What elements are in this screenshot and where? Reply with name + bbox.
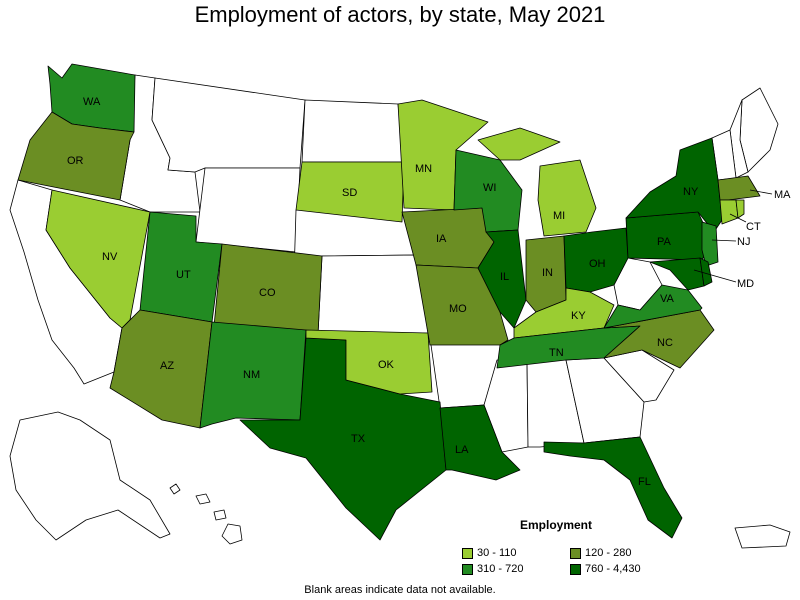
footnote: Blank areas indicate data not available. [304, 584, 496, 596]
legend-label-bin1: 30 - 110 [477, 547, 517, 559]
label-nj: NJ [737, 236, 750, 248]
state-ak[interactable] [9, 411, 171, 541]
state-de[interactable] [699, 257, 713, 287]
label-mo: MO [449, 303, 467, 315]
page-title: Employment of actors, by state, May 2021 [194, 2, 606, 27]
label-ct: CT [746, 221, 761, 233]
blank-states [9, 74, 791, 549]
state-nj[interactable] [701, 221, 719, 267]
legend-label-bin2: 120 - 280 [585, 547, 632, 559]
state-wy[interactable] [195, 167, 301, 253]
label-nm: NM [243, 369, 260, 381]
legend-swatch-bin2 [570, 547, 581, 559]
label-wa: WA [83, 96, 101, 108]
callout-ma [749, 189, 773, 195]
state-hi[interactable] [169, 483, 243, 545]
label-la: LA [455, 444, 469, 456]
label-md: MD [737, 278, 754, 290]
state-ia[interactable] [401, 207, 495, 269]
data-states [17, 63, 761, 541]
legend-item-bin4: 760 - 4,430 [570, 562, 670, 576]
label-pa: PA [657, 236, 672, 248]
state-il[interactable] [477, 229, 527, 329]
label-ny: NY [683, 186, 699, 198]
state-ok[interactable] [305, 329, 433, 395]
label-wi: WI [483, 182, 496, 194]
label-ok: OK [378, 359, 395, 371]
state-nd[interactable] [301, 99, 405, 163]
state-nc[interactable] [603, 309, 715, 369]
state-ny[interactable] [625, 137, 723, 233]
callout-nj [711, 239, 737, 242]
state-ct[interactable] [719, 199, 739, 225]
label-fl: FL [638, 476, 651, 488]
state-ks[interactable] [317, 254, 429, 335]
state-mt[interactable] [151, 77, 306, 173]
callout-lines [693, 189, 773, 283]
state-va[interactable] [603, 284, 703, 329]
label-nv: NV [102, 251, 118, 263]
state-nv[interactable] [45, 189, 151, 329]
label-ut: UT [176, 269, 191, 281]
legend-swatch-bin1 [462, 547, 473, 559]
label-oh: OH [589, 258, 606, 270]
legend: Employment 30 - 110 120 - 280 310 - 720 … [462, 518, 662, 576]
state-labels: WA OR NV UT CO AZ NM TX OK SD MN IA MO L… [67, 96, 791, 488]
legend-label-bin4: 760 - 4,430 [585, 563, 641, 575]
state-or[interactable] [17, 111, 135, 201]
legend-item-bin1: 30 - 110 [462, 546, 570, 560]
legend-item-bin3: 310 - 720 [462, 562, 570, 576]
legend-item-bin2: 120 - 280 [570, 546, 670, 560]
label-ky: KY [571, 310, 586, 322]
state-md[interactable] [649, 257, 705, 291]
callout-md [693, 269, 737, 283]
territory-pr[interactable] [734, 524, 791, 549]
label-nc: NC [657, 337, 673, 349]
label-tn: TN [549, 347, 564, 359]
state-ri[interactable] [735, 199, 745, 219]
label-il: IL [500, 271, 509, 283]
state-la[interactable] [439, 404, 521, 481]
legend-label-bin3: 310 - 720 [477, 563, 524, 575]
label-mi: MI [553, 210, 565, 222]
label-or: OR [67, 155, 84, 167]
label-ia: IA [436, 233, 447, 245]
label-az: AZ [160, 360, 174, 372]
state-fl[interactable] [543, 436, 683, 539]
state-ma[interactable] [717, 175, 761, 201]
state-me[interactable] [739, 87, 779, 173]
callout-ct [729, 213, 747, 223]
label-va: VA [660, 293, 675, 305]
label-co: CO [259, 287, 276, 299]
legend-items: 30 - 110 120 - 280 310 - 720 760 - 4,430 [462, 546, 662, 576]
label-mn: MN [415, 163, 432, 175]
state-sd[interactable] [295, 161, 405, 223]
label-tx: TX [351, 433, 366, 445]
label-in: IN [542, 267, 553, 279]
label-sd: SD [342, 187, 357, 199]
legend-swatch-bin3 [462, 563, 473, 575]
legend-swatch-bin4 [570, 563, 581, 575]
legend-title: Employment [520, 518, 593, 532]
state-mi[interactable] [477, 127, 597, 237]
label-ma: MA [774, 189, 791, 201]
